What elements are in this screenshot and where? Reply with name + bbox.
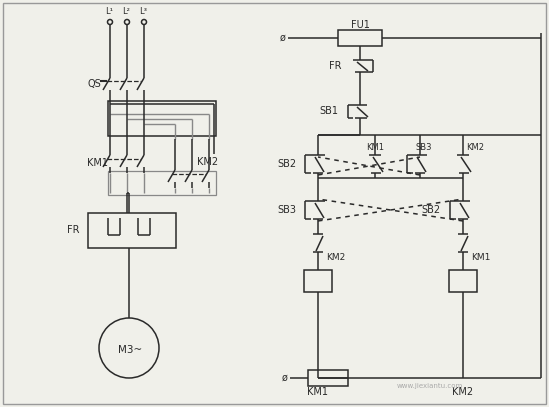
Text: SB3: SB3 — [415, 142, 432, 151]
Text: M3~: M3~ — [118, 345, 142, 355]
Bar — [308, 370, 348, 386]
Bar — [304, 270, 332, 292]
Text: www.jiexiantu.com: www.jiexiantu.com — [397, 383, 463, 389]
Text: KM2: KM2 — [466, 142, 484, 151]
Text: QS: QS — [88, 79, 102, 89]
Bar — [108, 101, 216, 136]
Text: FU1: FU1 — [351, 20, 369, 30]
Text: KM1: KM1 — [307, 387, 328, 397]
Text: ø: ø — [280, 33, 286, 43]
Text: L¹: L¹ — [105, 7, 113, 15]
Text: L²: L² — [122, 7, 130, 15]
Text: SB1: SB1 — [319, 106, 338, 116]
Text: L³: L³ — [139, 7, 147, 15]
Text: ø: ø — [282, 373, 288, 383]
Text: KM1: KM1 — [366, 142, 384, 151]
Bar — [449, 270, 477, 292]
Text: KM1: KM1 — [87, 158, 108, 168]
Bar — [338, 30, 382, 46]
Text: SB3: SB3 — [277, 205, 296, 215]
Text: KM1: KM1 — [471, 252, 490, 262]
Text: SB2: SB2 — [422, 205, 441, 215]
Text: KM2: KM2 — [197, 157, 218, 167]
Text: FR: FR — [329, 61, 342, 71]
Text: KM2: KM2 — [452, 387, 474, 397]
Text: KM2: KM2 — [326, 252, 345, 262]
Bar — [88, 213, 176, 248]
Text: FR: FR — [68, 225, 80, 235]
Bar — [108, 171, 216, 195]
Text: SB2: SB2 — [277, 159, 296, 169]
